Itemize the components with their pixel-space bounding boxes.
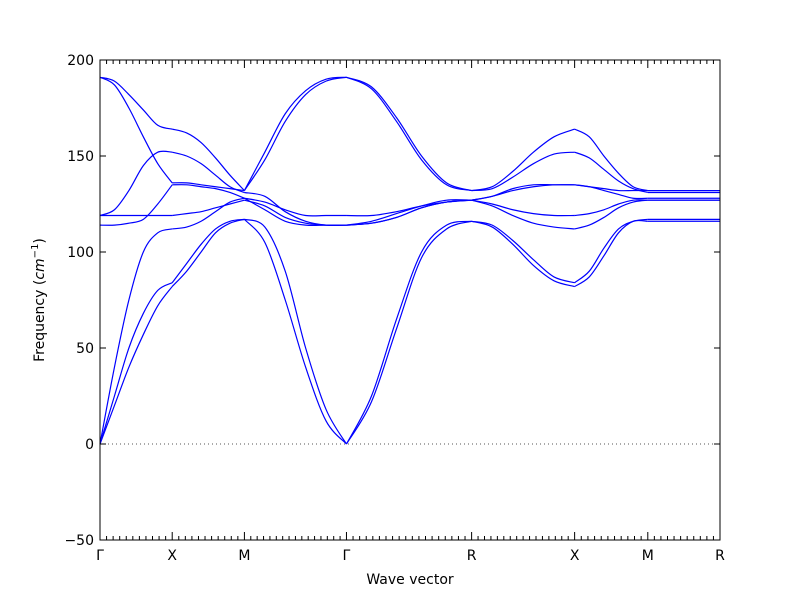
band-line-seg6-band6 <box>574 184 648 192</box>
x-tick-label: X <box>167 548 177 564</box>
band-line-seg5-band2 <box>471 220 575 284</box>
x-tick-label: Γ <box>96 548 104 564</box>
band-line-seg2-band2 <box>171 218 245 284</box>
band-line-seg1-band4 <box>99 184 173 226</box>
band-line-seg4-band2 <box>345 220 472 445</box>
band-line-seg4-band6 <box>346 199 472 226</box>
band-line-seg4-band8 <box>346 76 472 192</box>
y-axis-title-unit: cm <box>32 258 48 279</box>
y-tick-label: 100 <box>67 245 94 261</box>
band-line-seg6-band4 <box>574 199 648 217</box>
band-line-seg5-band4 <box>471 199 575 217</box>
band-line-seg5-band6 <box>471 183 575 201</box>
band-line-seg2-band3 <box>172 197 245 230</box>
band-line-seg2-band5 <box>172 199 245 217</box>
y-ticks-layer: −50 0 50 100 150 200 <box>64 53 720 549</box>
x-tick-label: M <box>238 548 250 564</box>
y-tick-label: 50 <box>76 341 94 357</box>
band-line-seg6-band8 <box>574 151 648 194</box>
band-line-seg5-band1 <box>471 220 575 288</box>
y-tick-label: 0 <box>85 437 94 453</box>
band-line-seg2-band6 <box>172 151 245 194</box>
y-axis-title: Frequency (cm−1) <box>30 238 48 362</box>
x-tick-label: X <box>570 548 580 564</box>
x-axis-title: Wave vector <box>366 572 454 588</box>
band-line-seg4-band5 <box>346 199 472 226</box>
band-line-seg5-band8 <box>471 151 575 192</box>
x-tick-label: R <box>467 548 477 564</box>
bands-layer <box>99 76 720 445</box>
band-line-seg6-band7 <box>574 128 648 192</box>
band-line-seg2-band4 <box>172 184 245 199</box>
plot-frame <box>99 59 721 541</box>
x-tick-label: Γ <box>343 548 351 564</box>
y-axis-title-suffix: ) <box>32 238 48 243</box>
band-line-seg2-band8 <box>172 182 245 192</box>
band-line-seg5-band3 <box>471 199 575 230</box>
y-tick-label: −50 <box>64 533 94 549</box>
band-line-seg3-band2 <box>243 218 347 445</box>
band-line-seg3-band4 <box>244 197 347 217</box>
band-line-seg6-band3 <box>574 199 648 230</box>
band-line-seg1-band6 <box>99 150 173 217</box>
band-line-seg1-band3 <box>99 228 173 445</box>
band-line-seg2-band1 <box>171 218 245 287</box>
y-axis-title-exponent: −1 <box>30 244 41 259</box>
y-tick-label: 150 <box>67 149 94 165</box>
band-line-seg3-band8 <box>243 76 347 191</box>
band-line-seg5-band7 <box>471 128 575 192</box>
band-line-seg2-band7 <box>172 128 245 191</box>
band-line-seg3-band7 <box>243 76 347 191</box>
band-line-seg3-band6 <box>244 191 347 227</box>
y-axis-title-prefix: Frequency ( <box>32 280 48 362</box>
y-tick-label: 200 <box>67 53 94 69</box>
band-line-seg1-band8 <box>99 76 173 184</box>
band-line-seg4-band1 <box>345 220 472 445</box>
band-line-seg1-band7 <box>99 76 173 130</box>
x-tick-label: M <box>642 548 654 564</box>
band-line-seg4-band7 <box>346 76 472 192</box>
band-line-seg3-band1 <box>244 218 347 445</box>
x-tick-label: R <box>715 548 725 564</box>
band-line-seg6-band2 <box>574 218 648 284</box>
band-line-seg1-band1 <box>99 286 173 445</box>
band-line-seg1-band2 <box>99 282 173 445</box>
